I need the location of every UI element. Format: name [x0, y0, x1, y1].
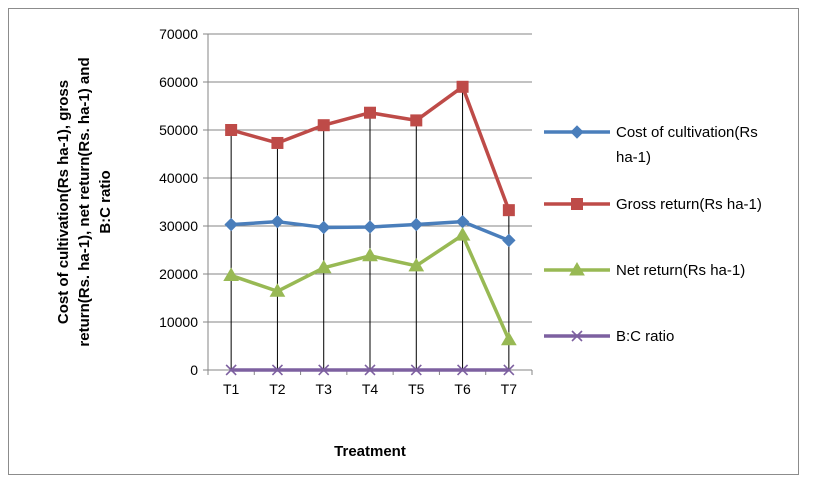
legend-swatch-marker	[571, 198, 583, 210]
x-axis-title: Treatment	[334, 443, 406, 460]
data-point	[225, 124, 238, 136]
data-point	[502, 233, 516, 248]
legend-label: B:C ratio	[616, 328, 674, 345]
x-tick-label: T5	[408, 381, 425, 397]
y-tick-label: 0	[190, 362, 198, 378]
x-tick-label: T4	[362, 381, 379, 397]
data-point	[270, 214, 285, 229]
x-tick-label: T6	[454, 381, 471, 397]
legend-label: Net return(Rs ha-1)	[616, 262, 745, 279]
legend-label: Gross return(Rs ha-1)	[616, 196, 762, 213]
drop-lines	[230, 86, 510, 370]
data-point	[500, 331, 517, 346]
legend-swatch-marker	[569, 262, 585, 276]
y-axis-title-line-1: Cost of cultivation(Rs ha-1), gross	[55, 80, 72, 324]
data-point	[317, 119, 330, 132]
data-point	[410, 364, 422, 376]
data-point	[269, 283, 286, 297]
data-point	[315, 259, 332, 274]
data-point	[457, 364, 469, 376]
chart-border	[8, 8, 799, 475]
y-tick-label: 30000	[159, 218, 198, 234]
data-point	[454, 227, 471, 241]
legend: Cost of cultivation(Rs ha-1) Gross return(…	[544, 124, 762, 345]
legend-item: Cost of cultivation(Rs ha-1)	[544, 124, 758, 166]
data-point	[271, 136, 284, 149]
data-point	[317, 220, 331, 235]
data-point	[409, 217, 423, 232]
y-axis-title-line-3: B:C ratio	[97, 170, 114, 233]
y-tick-label: 50000	[159, 122, 198, 138]
legend-swatch-marker	[570, 125, 584, 139]
y-tick-label: 10000	[159, 314, 198, 330]
data-point	[364, 106, 376, 119]
data-point	[410, 114, 423, 127]
x-tick-label: T7	[501, 381, 518, 397]
legend-item: B:C ratio	[544, 328, 674, 345]
data-point	[364, 364, 376, 376]
y-tick-label: 70000	[159, 26, 198, 42]
data-point	[456, 80, 469, 93]
data-point	[223, 267, 240, 281]
x-tick-label: T3	[316, 381, 333, 397]
legend-label: Cost of cultivation(Rs	[616, 124, 758, 141]
legend-item: Gross return(Rs ha-1)	[544, 196, 762, 213]
y-axis-title: Cost of cultivation(Rs ha-1), gross retu…	[55, 57, 114, 346]
x-tick-label: T1	[223, 381, 240, 397]
y-tick-label: 20000	[159, 266, 198, 282]
data-point	[224, 217, 238, 232]
data-point	[502, 204, 515, 217]
y-tick-label: 40000	[159, 170, 198, 186]
legend-swatch-marker	[571, 330, 583, 342]
data-point	[408, 257, 425, 272]
y-tick-labels: 0 10000 20000 30000 40000 50000 60000 70000	[159, 26, 198, 378]
y-tick-label: 60000	[159, 74, 198, 90]
x-tick-labels: T1 T2 T3 T4 T5 T6 T7	[223, 381, 517, 397]
x-tick-label: T2	[269, 381, 286, 397]
y-axis-title-line-2: return(Rs. ha-1), net return(Rs. ha-1) a…	[76, 57, 93, 346]
data-point	[362, 247, 378, 262]
series-markers	[223, 80, 517, 376]
legend-item: Net return(Rs ha-1)	[544, 262, 745, 279]
data-point	[318, 364, 330, 376]
data-point	[503, 364, 515, 376]
data-point	[225, 364, 237, 376]
data-point	[363, 220, 377, 234]
data-point	[271, 364, 283, 376]
legend-label: ha-1)	[616, 149, 651, 166]
